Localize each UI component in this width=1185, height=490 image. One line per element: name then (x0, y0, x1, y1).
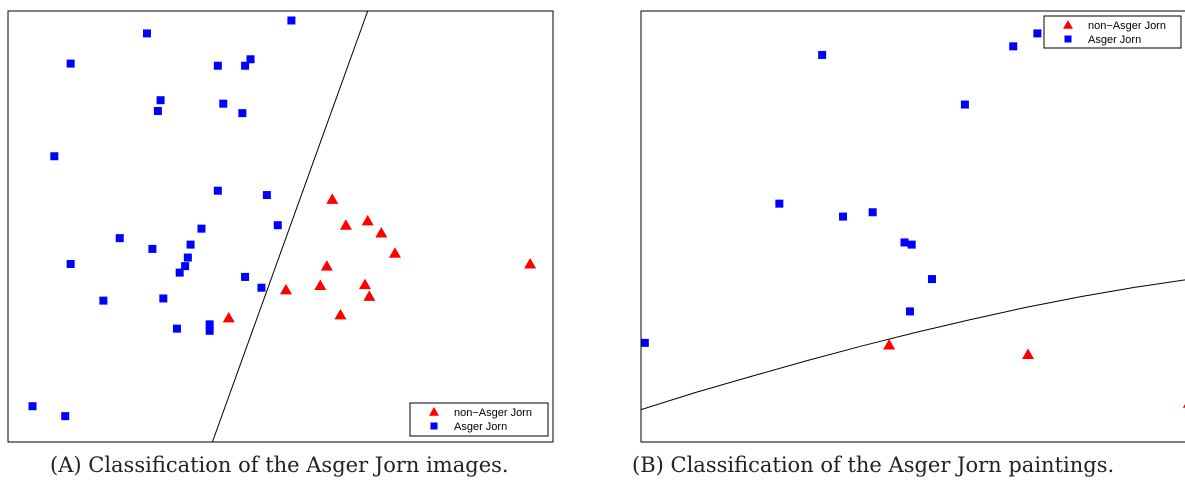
scatter-plot-b: non−Asger Jorn Asger Jorn (640, 10, 1185, 443)
asger-jorn-point (1009, 42, 1018, 51)
asger-jorn-point (927, 275, 936, 284)
decision-boundary (641, 279, 1185, 411)
asger-jorn-point (906, 307, 915, 316)
asger-jorn-point (246, 55, 255, 64)
legend-entry-non-asger-jorn: non−Asger Jorn (454, 407, 532, 419)
non-asger-jorn-point (524, 257, 537, 269)
non-asger-jorn-point (222, 311, 235, 323)
asger-jorn-point (262, 191, 271, 200)
asger-jorn-point (213, 61, 222, 70)
asger-jorn-point (153, 106, 162, 115)
non-asger-jorn-point (358, 278, 371, 290)
asger-jorn-point (183, 253, 192, 262)
legend-box (409, 402, 549, 437)
scatter-plot-a: non−Asger Jorn Asger Jorn (7, 10, 554, 443)
non-asger-jorn-point (326, 193, 339, 204)
asger-jorn-point (241, 272, 250, 281)
caption-a-label: (A) (50, 453, 82, 477)
non-asger-jorn-point (1182, 404, 1185, 408)
plot-frame (640, 10, 1185, 443)
caption-a-text: Classification of the Asger Jorn images. (88, 453, 509, 477)
legend-triangle-icon (1063, 20, 1073, 29)
asger-jorn-point (273, 221, 282, 230)
asger-jorn-point (868, 208, 877, 217)
asger-jorn-point (1033, 29, 1042, 38)
non-asger-jorn-point (361, 214, 374, 226)
asger-jorn-point (775, 199, 784, 208)
non-asger-jorn-point (320, 260, 333, 271)
asger-jorn-point (900, 238, 909, 247)
non-asger-jorn-point (1022, 348, 1035, 360)
asger-jorn-point (205, 320, 214, 329)
caption-a: (A) Classification of the Asger Jorn ima… (50, 453, 509, 477)
panel-b: non−Asger Jorn Asger Jorn (B) Classificat… (630, 0, 1185, 490)
non-asger-jorn-point (314, 279, 327, 291)
asger-jorn-point (219, 99, 228, 108)
asger-jorn-point (148, 244, 157, 253)
non-asger-jorn-point (279, 283, 292, 295)
asger-jorn-point (28, 402, 37, 411)
caption-b-text: Classification of the Asger Jorn paintin… (670, 453, 1115, 477)
caption-b: (B) Classification of the Asger Jorn pai… (632, 453, 1114, 477)
asger-jorn-point (641, 338, 649, 347)
legend-box (1043, 15, 1182, 49)
asger-jorn-point (241, 61, 250, 70)
non-asger-jorn-point (883, 339, 896, 350)
non-asger-jorn-point (388, 247, 401, 258)
asger-jorn-point (172, 324, 181, 333)
asger-jorn-point (175, 268, 184, 277)
asger-jorn-point (213, 186, 222, 195)
legend-entry-asger-jorn: Asger Jorn (1088, 34, 1141, 46)
asger-jorn-point (238, 109, 247, 118)
asger-jorn-point (156, 96, 165, 105)
non-asger-jorn-point (334, 308, 347, 320)
legend: non−Asger Jorn Asger Jorn (409, 402, 549, 437)
non-asger-jorn-point (339, 219, 352, 230)
caption-b-label: (B) (632, 453, 664, 477)
non-asger-jorn-point (375, 226, 388, 238)
legend-square-icon (1064, 35, 1072, 43)
decision-boundary (211, 11, 369, 442)
asger-jorn-point (181, 262, 190, 271)
asger-jorn-point (960, 100, 969, 109)
asger-jorn-point (50, 152, 59, 161)
asger-jorn-point (839, 212, 848, 221)
asger-jorn-point (142, 29, 151, 38)
legend-entry-asger-jorn: Asger Jorn (454, 421, 507, 433)
asger-jorn-point (61, 412, 70, 421)
asger-jorn-point (66, 59, 75, 68)
data-points (28, 16, 537, 421)
asger-jorn-point (907, 240, 916, 249)
legend: non−Asger Jorn Asger Jorn (1043, 15, 1182, 49)
asger-jorn-point (99, 296, 108, 305)
asger-jorn-point (818, 50, 827, 59)
asger-jorn-point (159, 294, 168, 303)
data-points (641, 29, 1185, 408)
asger-jorn-point (205, 326, 214, 335)
asger-jorn-point (66, 259, 75, 268)
legend-square-icon (430, 422, 438, 430)
asger-jorn-point (197, 224, 206, 233)
panel-a: non−Asger Jorn Asger Jorn (A) Classificat… (0, 0, 560, 490)
asger-jorn-point (115, 234, 124, 243)
asger-jorn-point (257, 283, 266, 292)
asger-jorn-point (186, 240, 195, 249)
non-asger-jorn-point (363, 290, 376, 301)
legend-triangle-icon (429, 407, 439, 416)
plot-frame (7, 10, 554, 443)
legend-entry-non-asger-jorn: non−Asger Jorn (1088, 20, 1166, 32)
asger-jorn-point (287, 16, 296, 25)
